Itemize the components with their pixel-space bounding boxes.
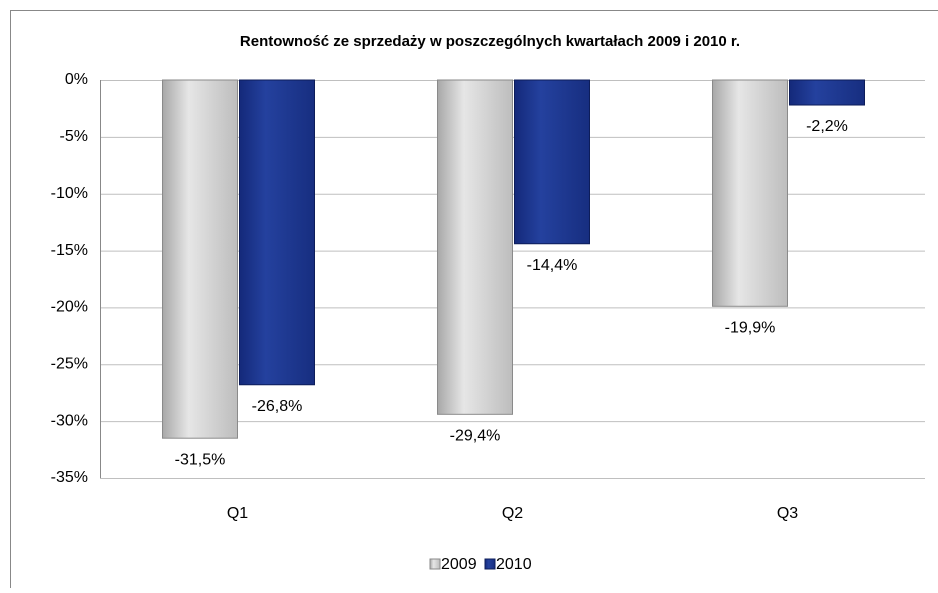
bar xyxy=(240,80,315,385)
y-tick-label: 0% xyxy=(65,71,88,88)
legend-label: 2009 xyxy=(441,556,477,573)
y-tick-label: -25% xyxy=(51,356,88,373)
y-tick-label: -20% xyxy=(51,299,88,316)
x-tick-label: Q3 xyxy=(777,505,798,522)
chart-title: Rentowność ze sprzedaży w poszczególnych… xyxy=(240,33,740,50)
legend-swatch xyxy=(485,559,495,569)
y-tick-label: -30% xyxy=(51,412,88,429)
y-tick-label: -10% xyxy=(51,185,88,202)
value-label: -19,9% xyxy=(725,320,776,337)
value-label: -2,2% xyxy=(806,118,848,135)
bar xyxy=(515,80,590,244)
y-tick-label: -15% xyxy=(51,242,88,259)
value-label: -26,8% xyxy=(252,398,303,415)
value-label: -14,4% xyxy=(527,257,578,274)
x-tick-label: Q1 xyxy=(227,505,248,522)
y-tick-label: -35% xyxy=(51,469,88,486)
value-label: -29,4% xyxy=(450,428,501,445)
legend-label: 2010 xyxy=(496,556,532,573)
bar xyxy=(438,80,513,414)
bar xyxy=(163,80,238,438)
value-label: -31,5% xyxy=(175,451,226,468)
legend-swatch xyxy=(430,559,440,569)
x-tick-label: Q2 xyxy=(502,505,523,522)
bar xyxy=(713,80,788,306)
y-tick-label: -5% xyxy=(60,128,88,145)
bar xyxy=(790,80,865,105)
